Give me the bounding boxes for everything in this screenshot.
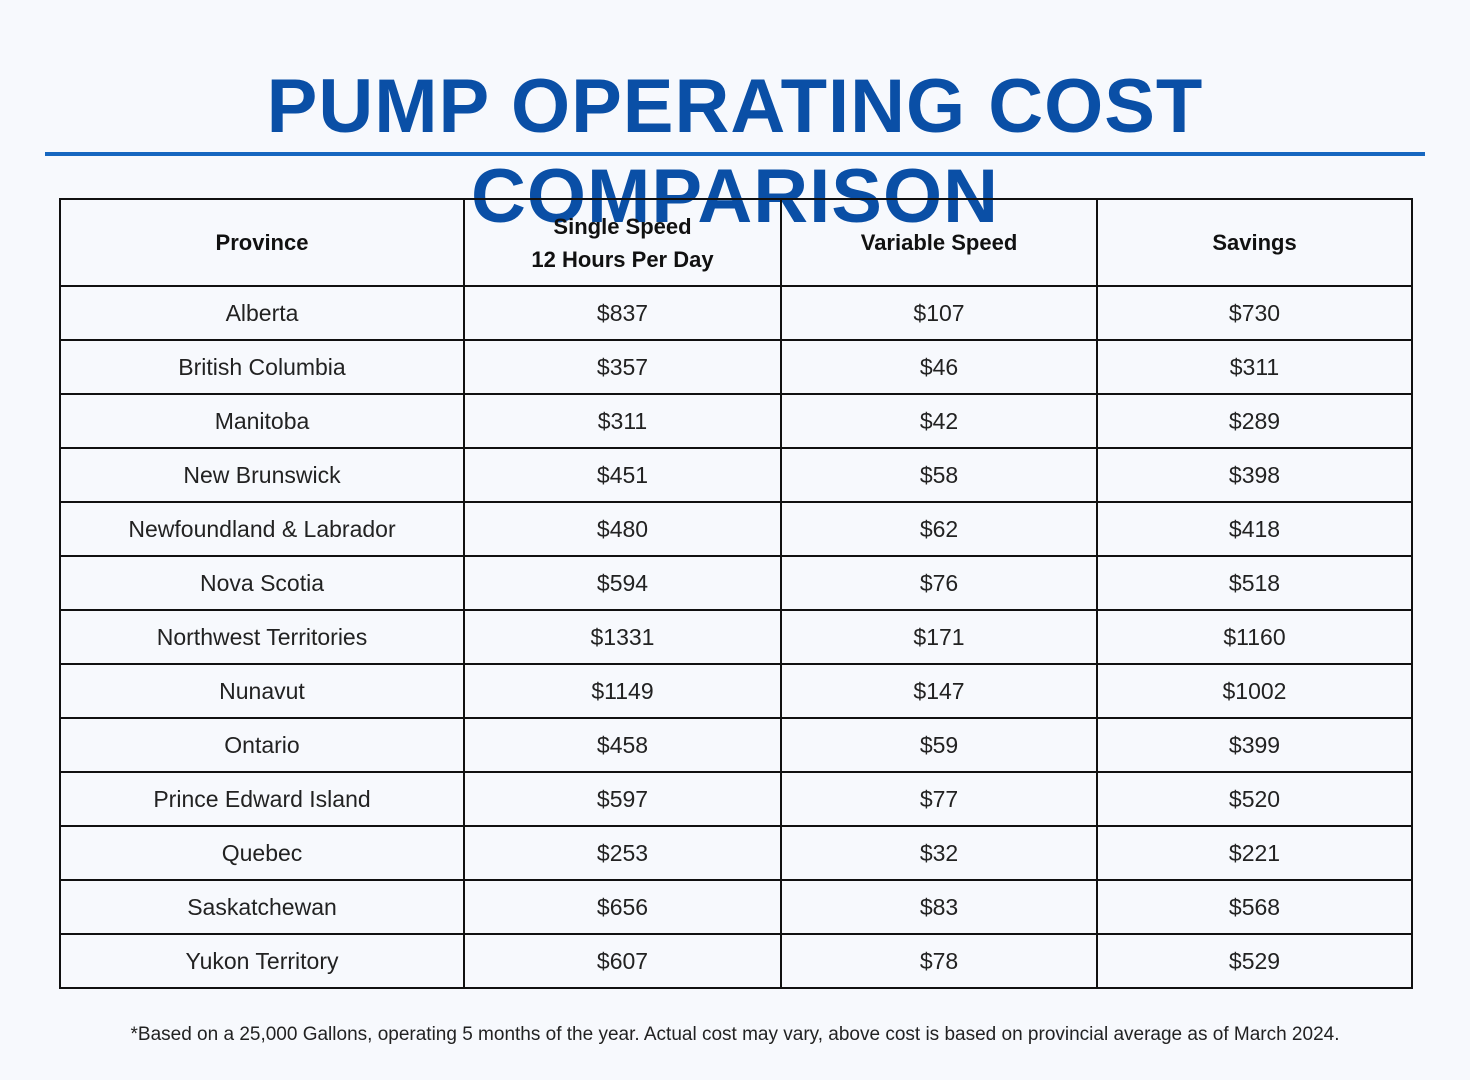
table-row: Saskatchewan $656 $83 $568 (59, 879, 1413, 935)
cell-single-speed: $656 (463, 879, 782, 935)
header-single-speed-line1: Single Speed (553, 213, 692, 239)
cell-province: Nunavut (59, 663, 465, 719)
cell-province: Ontario (59, 717, 465, 773)
page-title: PUMP OPERATING COST COMPARISON (266, 64, 1204, 239)
table-row: Nunavut $1149 $147 $1002 (59, 663, 1413, 719)
table-header-row: Province Single Speed 12 Hours Per Day V… (59, 198, 1413, 287)
header-single-speed: Single Speed 12 Hours Per Day (463, 198, 782, 287)
cell-province: Newfoundland & Labrador (59, 501, 465, 557)
cell-variable-speed: $62 (780, 501, 1098, 557)
cost-comparison-table: Province Single Speed 12 Hours Per Day V… (59, 198, 1413, 989)
table-row: Newfoundland & Labrador $480 $62 $418 (59, 501, 1413, 557)
cell-province: Northwest Territories (59, 609, 465, 665)
cell-single-speed: $597 (463, 771, 782, 827)
cell-province: Manitoba (59, 393, 465, 449)
cell-variable-speed: $77 (780, 771, 1098, 827)
table-row: Prince Edward Island $597 $77 $520 (59, 771, 1413, 827)
cell-variable-speed: $76 (780, 555, 1098, 611)
cell-savings: $1002 (1096, 663, 1413, 719)
cell-single-speed: $480 (463, 501, 782, 557)
cell-savings: $399 (1096, 717, 1413, 773)
cell-province: Yukon Territory (59, 933, 465, 989)
cell-single-speed: $837 (463, 285, 782, 341)
title-divider (45, 152, 1425, 156)
cell-province: Quebec (59, 825, 465, 881)
table-row: New Brunswick $451 $58 $398 (59, 447, 1413, 503)
table-row: Ontario $458 $59 $399 (59, 717, 1413, 773)
cell-single-speed: $594 (463, 555, 782, 611)
cell-province: Alberta (59, 285, 465, 341)
cell-savings: $568 (1096, 879, 1413, 935)
cell-variable-speed: $32 (780, 825, 1098, 881)
cell-single-speed: $253 (463, 825, 782, 881)
table-row: British Columbia $357 $46 $311 (59, 339, 1413, 395)
table-row: Manitoba $311 $42 $289 (59, 393, 1413, 449)
table-row: Alberta $837 $107 $730 (59, 285, 1413, 341)
cell-single-speed: $458 (463, 717, 782, 773)
cell-single-speed: $607 (463, 933, 782, 989)
cell-variable-speed: $83 (780, 879, 1098, 935)
cell-savings: $221 (1096, 825, 1413, 881)
cell-single-speed: $357 (463, 339, 782, 395)
cell-single-speed: $1149 (463, 663, 782, 719)
table-body: Alberta $837 $107 $730 British Columbia $357 $… (59, 285, 1413, 989)
cell-savings: $418 (1096, 501, 1413, 557)
cell-variable-speed: $147 (780, 663, 1098, 719)
cell-variable-speed: $46 (780, 339, 1098, 395)
cell-variable-speed: $107 (780, 285, 1098, 341)
cell-savings: $289 (1096, 393, 1413, 449)
header-province: Province (59, 198, 465, 287)
cell-savings: $311 (1096, 339, 1413, 395)
table-row: Nova Scotia $594 $76 $518 (59, 555, 1413, 611)
cell-province: Saskatchewan (59, 879, 465, 935)
cell-variable-speed: $59 (780, 717, 1098, 773)
cell-province: Prince Edward Island (59, 771, 465, 827)
cell-province: New Brunswick (59, 447, 465, 503)
cell-savings: $529 (1096, 933, 1413, 989)
cell-variable-speed: $58 (780, 447, 1098, 503)
cell-variable-speed: $171 (780, 609, 1098, 665)
header-savings: Savings (1096, 198, 1413, 287)
cell-savings: $518 (1096, 555, 1413, 611)
cell-single-speed: $451 (463, 447, 782, 503)
cell-province: Nova Scotia (59, 555, 465, 611)
cell-savings: $398 (1096, 447, 1413, 503)
table-row: Yukon Territory $607 $78 $529 (59, 933, 1413, 989)
cell-single-speed: $1331 (463, 609, 782, 665)
header-variable-speed: Variable Speed (780, 198, 1098, 287)
cell-savings: $730 (1096, 285, 1413, 341)
footnote: *Based on a 25,000 Gallons, operating 5 … (130, 1024, 1340, 1045)
cell-savings: $1160 (1096, 609, 1413, 665)
cell-province: British Columbia (59, 339, 465, 395)
cell-single-speed: $311 (463, 393, 782, 449)
table-row: Quebec $253 $32 $221 (59, 825, 1413, 881)
cell-variable-speed: $78 (780, 933, 1098, 989)
cell-savings: $520 (1096, 771, 1413, 827)
table-row: Northwest Territories $1331 $171 $1160 (59, 609, 1413, 665)
header-single-speed-line2: 12 Hours Per Day (531, 246, 714, 272)
cell-variable-speed: $42 (780, 393, 1098, 449)
